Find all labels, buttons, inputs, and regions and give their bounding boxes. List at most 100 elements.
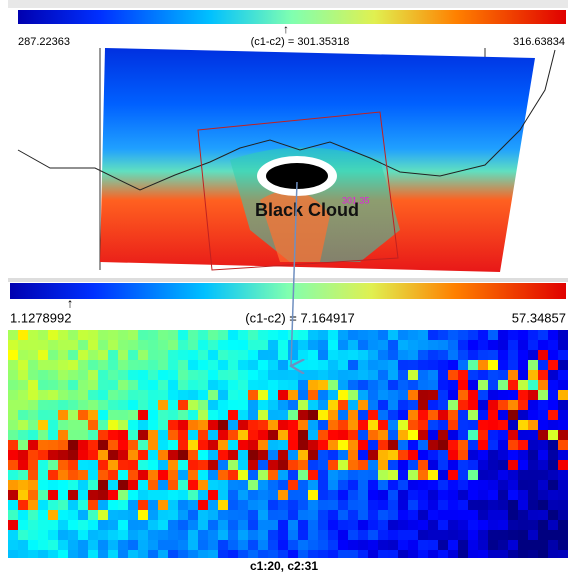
heat-cell <box>158 390 168 400</box>
heat-cell <box>338 450 348 460</box>
heat-cell <box>98 550 108 558</box>
heat-cell <box>398 450 408 460</box>
heat-cell <box>548 470 558 480</box>
heat-cell <box>198 330 208 340</box>
heat-cell <box>28 490 38 500</box>
heat-cell <box>318 360 328 370</box>
heat-cell <box>78 380 88 390</box>
heat-cell <box>128 350 138 360</box>
heat-cell <box>218 440 228 450</box>
heat-cell <box>438 360 448 370</box>
heat-cell <box>228 460 238 470</box>
heat-cell <box>48 340 58 350</box>
heat-cell <box>238 500 248 510</box>
heat-cell <box>38 500 48 510</box>
heat-cell <box>378 450 388 460</box>
heat-cell <box>268 430 278 440</box>
heat-cell <box>68 380 78 390</box>
heat-cell <box>8 400 18 410</box>
heat-cell <box>98 370 108 380</box>
heat-cell <box>398 390 408 400</box>
heat-cell <box>528 360 538 370</box>
heat-cell <box>268 400 278 410</box>
heat-cell <box>78 370 88 380</box>
heat-cell <box>168 510 178 520</box>
heat-cell <box>438 470 448 480</box>
heat-cell <box>88 440 98 450</box>
heat-cell <box>308 530 318 540</box>
heat-cell <box>538 450 548 460</box>
heat-cell <box>48 530 58 540</box>
heat-cell <box>518 520 528 530</box>
heat-cell <box>168 460 178 470</box>
heat-cell <box>78 410 88 420</box>
heat-cell <box>398 380 408 390</box>
heat-cell <box>98 410 108 420</box>
heat-cell <box>418 390 428 400</box>
heat-cell <box>218 380 228 390</box>
heat-cell <box>238 330 248 340</box>
heat-cell <box>18 550 28 558</box>
heat-cell <box>98 520 108 530</box>
heat-cell <box>88 540 98 550</box>
heat-cell <box>538 390 548 400</box>
heat-cell <box>488 360 498 370</box>
heat-cell <box>468 400 478 410</box>
heat-cell <box>398 440 408 450</box>
heat-cell <box>118 410 128 420</box>
heat-cell <box>138 450 148 460</box>
heat-cell <box>268 460 278 470</box>
heat-cell <box>268 360 278 370</box>
heat-cell <box>428 330 438 340</box>
heat-cell <box>348 390 358 400</box>
heat-cell <box>48 410 58 420</box>
heat-cell <box>268 490 278 500</box>
heat-cell <box>488 420 498 430</box>
heat-cell <box>48 460 58 470</box>
heat-cell <box>78 470 88 480</box>
heat-cell <box>78 450 88 460</box>
heat-cell <box>408 490 418 500</box>
heat-cell <box>468 550 478 558</box>
heat-cell <box>48 470 58 480</box>
heat-cell <box>548 480 558 490</box>
heat-cell <box>408 400 418 410</box>
heat-cell <box>198 390 208 400</box>
heat-cell <box>548 420 558 430</box>
heat-cell <box>228 440 238 450</box>
heat-cell <box>178 430 188 440</box>
heat-cell <box>508 410 518 420</box>
heat-cell <box>458 450 468 460</box>
heat-cell <box>448 400 458 410</box>
heat-cell <box>418 480 428 490</box>
heat-cell <box>428 410 438 420</box>
heat-cell <box>58 420 68 430</box>
heat-cell <box>498 340 508 350</box>
heat-cell <box>448 480 458 490</box>
heat-cell <box>98 420 108 430</box>
heat-cell <box>218 370 228 380</box>
heat-cell <box>218 470 228 480</box>
heat-cell <box>418 540 428 550</box>
heat-cell <box>428 390 438 400</box>
heat-cell <box>108 330 118 340</box>
heat-cell <box>448 550 458 558</box>
heat-cell <box>68 360 78 370</box>
heat-cell <box>138 490 148 500</box>
heat-cell <box>448 420 458 430</box>
heat-cell <box>228 370 238 380</box>
heat-cell <box>408 510 418 520</box>
heat-cell <box>218 340 228 350</box>
heat-cell <box>198 480 208 490</box>
heat-cell <box>128 470 138 480</box>
heat-cell <box>518 470 528 480</box>
heat-cell <box>158 540 168 550</box>
heat-cell <box>8 480 18 490</box>
heat-cell <box>368 530 378 540</box>
heat-cell <box>238 370 248 380</box>
heat-cell <box>38 440 48 450</box>
heat-cell <box>148 420 158 430</box>
heat-cell <box>508 540 518 550</box>
heat-cell <box>538 460 548 470</box>
heat-cell <box>478 500 488 510</box>
